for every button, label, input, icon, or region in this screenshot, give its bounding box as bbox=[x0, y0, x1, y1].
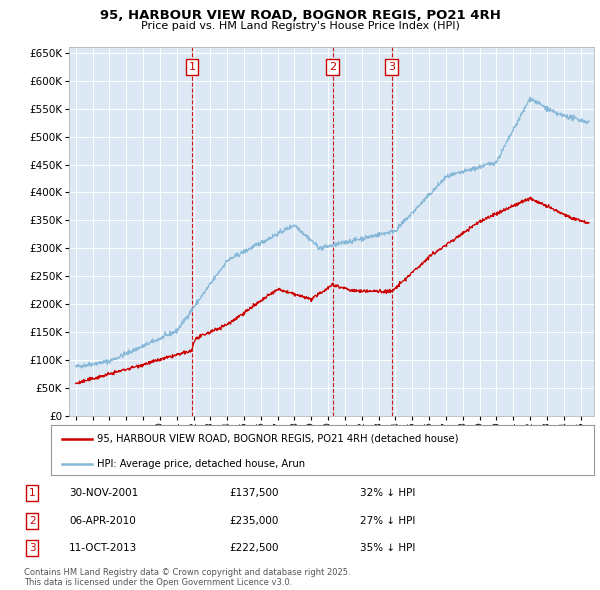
Text: 95, HARBOUR VIEW ROAD, BOGNOR REGIS, PO21 4RH: 95, HARBOUR VIEW ROAD, BOGNOR REGIS, PO2… bbox=[100, 9, 500, 22]
Text: 1: 1 bbox=[29, 489, 35, 499]
Text: 2: 2 bbox=[29, 516, 35, 526]
Text: 35% ↓ HPI: 35% ↓ HPI bbox=[360, 543, 415, 553]
Text: Contains HM Land Registry data © Crown copyright and database right 2025.
This d: Contains HM Land Registry data © Crown c… bbox=[24, 568, 350, 587]
Text: 32% ↓ HPI: 32% ↓ HPI bbox=[360, 489, 415, 499]
Text: 06-APR-2010: 06-APR-2010 bbox=[70, 516, 136, 526]
Text: 95, HARBOUR VIEW ROAD, BOGNOR REGIS, PO21 4RH (detached house): 95, HARBOUR VIEW ROAD, BOGNOR REGIS, PO2… bbox=[97, 434, 458, 444]
Text: 3: 3 bbox=[388, 62, 395, 72]
Text: £222,500: £222,500 bbox=[229, 543, 278, 553]
Text: 11-OCT-2013: 11-OCT-2013 bbox=[70, 543, 137, 553]
Text: Price paid vs. HM Land Registry's House Price Index (HPI): Price paid vs. HM Land Registry's House … bbox=[140, 21, 460, 31]
Text: £137,500: £137,500 bbox=[229, 489, 278, 499]
Text: 1: 1 bbox=[188, 62, 196, 72]
Text: 30-NOV-2001: 30-NOV-2001 bbox=[70, 489, 139, 499]
Text: 27% ↓ HPI: 27% ↓ HPI bbox=[360, 516, 415, 526]
Text: HPI: Average price, detached house, Arun: HPI: Average price, detached house, Arun bbox=[97, 459, 305, 469]
Text: £235,000: £235,000 bbox=[229, 516, 278, 526]
Text: 3: 3 bbox=[29, 543, 35, 553]
Text: 2: 2 bbox=[329, 62, 336, 72]
